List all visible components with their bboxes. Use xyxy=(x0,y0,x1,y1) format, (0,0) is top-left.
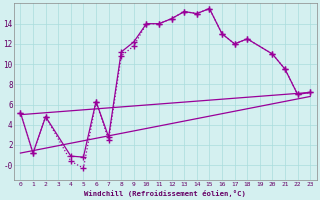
X-axis label: Windchill (Refroidissement éolien,°C): Windchill (Refroidissement éolien,°C) xyxy=(84,190,246,197)
